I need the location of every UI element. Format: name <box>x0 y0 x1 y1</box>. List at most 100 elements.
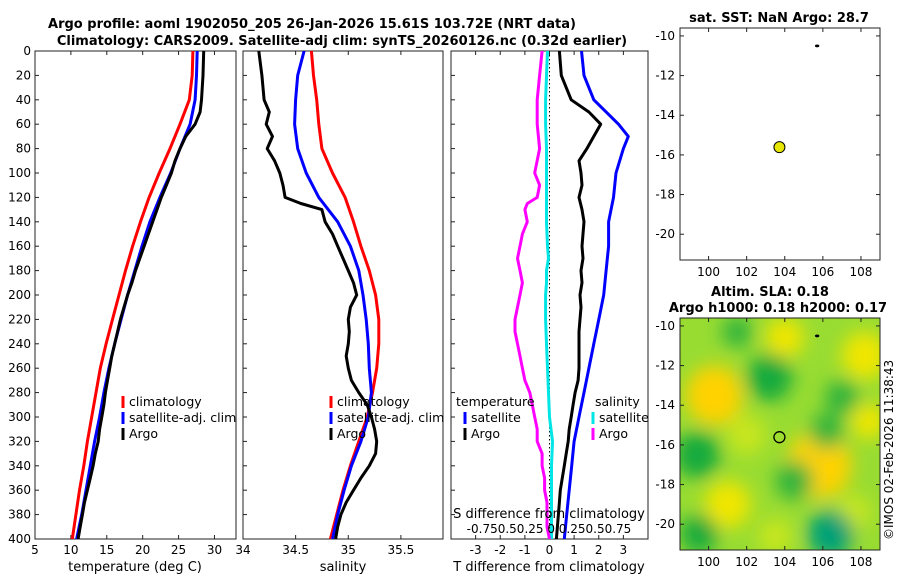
x-tick-label: 2 <box>595 543 603 557</box>
series-satellite-adj-clim <box>293 51 373 539</box>
difference-legend-temperature: temperature satellite Argo <box>456 394 535 441</box>
map-y-tick-label: -20 <box>655 517 675 531</box>
difference-legend-salinity: salinity satellite Argo <box>591 394 649 441</box>
map-y-tick-label: -18 <box>655 188 675 202</box>
map-y-tick-label: -12 <box>655 69 675 83</box>
y-tick-label: 120 <box>8 190 31 204</box>
series-climatology <box>70 51 195 539</box>
legend-salinity-title: salinity <box>595 394 640 409</box>
sla-blob <box>765 318 804 358</box>
argo-float-marker <box>773 141 786 154</box>
series-salinity-satellite <box>544 51 554 539</box>
series-argo <box>257 51 379 539</box>
difference-panel: -3 -2 -1 0 1 2 3 T difference from climatology… <box>450 50 649 575</box>
x-tick-label: 35.5 <box>388 543 415 557</box>
sla-heatmap <box>680 318 880 550</box>
legend-satellite: satellite-adj. clim <box>337 410 444 425</box>
sla-blob <box>680 514 719 550</box>
map-x-tick-label: 100 <box>697 265 720 279</box>
sla-blob <box>851 403 880 439</box>
x-tick-label: 5 <box>31 543 39 557</box>
sla-map-panel: Altim. SLA: 0.18 Argo h1000: 0.18 h2000:… <box>655 285 887 569</box>
salinity-difference-ticks: -0.750.50.25 0 0.250.50.75 <box>467 522 632 536</box>
sla-blob <box>824 379 860 416</box>
x-tick-label: -3 <box>470 543 482 557</box>
map-y-tick-label: -20 <box>655 227 675 241</box>
x-tick-label: 15 <box>99 543 114 557</box>
y-tick-label: 340 <box>8 459 31 473</box>
y-tick-label: 360 <box>8 483 31 497</box>
y-tick-label: 160 <box>8 239 31 253</box>
legend-climatology: climatology <box>129 394 202 409</box>
y-tick-label: 60 <box>16 117 31 131</box>
x-tick-label: 20 <box>135 543 150 557</box>
island-marker <box>814 44 820 48</box>
temperature-axes-frame <box>34 50 237 540</box>
temperature-legend: climatology satellite-adj. clim Argo <box>121 394 236 441</box>
sla-blob <box>746 353 793 402</box>
map-y-tick-label: -10 <box>655 319 675 333</box>
sla-blob <box>758 518 793 550</box>
map-x-tick-label: 102 <box>735 265 758 279</box>
sla-heatmap-blobs <box>680 318 880 550</box>
legend-s-argo: Argo <box>599 426 628 441</box>
sla-blob <box>704 480 751 529</box>
map-y-tick-label: -16 <box>655 438 675 452</box>
sla-blob <box>775 460 814 501</box>
legend-argo: Argo <box>337 426 366 441</box>
salinity-xlabel: salinity <box>320 560 367 575</box>
sla-map-title-1: Altim. SLA: 0.18 <box>711 285 829 300</box>
sst-map-points <box>773 44 820 154</box>
y-tick-label: 0 <box>23 44 31 58</box>
sst-map-panel: sat. SST: NaN Argo: 28.7 -10 -12 -14 -16 -18… <box>655 11 881 279</box>
legend-t-argo: Argo <box>471 426 500 441</box>
temperature-ticks: 5 10 15 20 25 3002040608010012014016018020022… <box>8 44 222 557</box>
x-tick-label: 0 <box>546 543 554 557</box>
y-tick-label: 260 <box>8 361 31 375</box>
difference-ticks: -3 -2 -1 0 1 2 3 <box>451 50 628 557</box>
series-argo <box>76 51 206 539</box>
map-y-tick-label: -14 <box>655 398 675 412</box>
x-tick-label: 1 <box>570 543 578 557</box>
series-argo-temperature <box>562 51 630 539</box>
map-y-tick-label: -14 <box>655 108 675 122</box>
map-x-tick-label: 108 <box>849 265 872 279</box>
x-tick-label: 35 <box>341 543 356 557</box>
x-tick-label: 3 <box>620 543 628 557</box>
map-x-tick-label: 106 <box>811 265 834 279</box>
map-y-tick-label: -16 <box>655 148 675 162</box>
y-tick-label: 380 <box>8 508 31 522</box>
salinity-lines <box>257 51 381 539</box>
sla-blob <box>685 365 743 426</box>
map-x-tick-label: 108 <box>849 555 872 569</box>
salinity-axes-frame <box>242 50 444 540</box>
sla-blob <box>841 331 880 380</box>
y-tick-label: 80 <box>16 142 31 156</box>
difference-lines <box>513 51 630 539</box>
map-y-tick-label: -12 <box>655 359 675 373</box>
map-x-tick-label: 106 <box>811 555 834 569</box>
temperature-xlabel: temperature (deg C) <box>68 560 202 575</box>
y-tick-label: 20 <box>16 68 31 82</box>
y-tick-label: 300 <box>8 410 31 424</box>
y-tick-label: 100 <box>8 166 31 180</box>
y-tick-label: 140 <box>8 215 31 229</box>
y-tick-label: 400 <box>8 532 31 546</box>
legend-argo: Argo <box>129 426 158 441</box>
island-marker <box>814 334 820 338</box>
salinity-legend: climatology satellite-adj. clim Argo <box>329 394 444 441</box>
y-tick-label: 220 <box>8 312 31 326</box>
sla-blob <box>809 413 844 449</box>
x-tick-label: 10 <box>63 543 78 557</box>
salinity-panel: 34 34.5 35 35.5 salinity climatology satell… <box>235 50 444 575</box>
sla-map-points <box>773 334 820 444</box>
difference-xlabel: T difference from climatology <box>452 560 645 575</box>
sst-map-frame <box>679 27 881 261</box>
sla-blob <box>680 431 720 479</box>
salinity-difference-label: S difference from climatology <box>453 507 645 522</box>
imos-watermark: ©IMOS 02-Feb-2026 11:38:43 <box>882 360 896 540</box>
y-tick-label: 280 <box>8 386 31 400</box>
legend-climatology: climatology <box>337 394 410 409</box>
x-tick-label: 30 <box>207 543 222 557</box>
sla-map-frame <box>679 317 881 551</box>
